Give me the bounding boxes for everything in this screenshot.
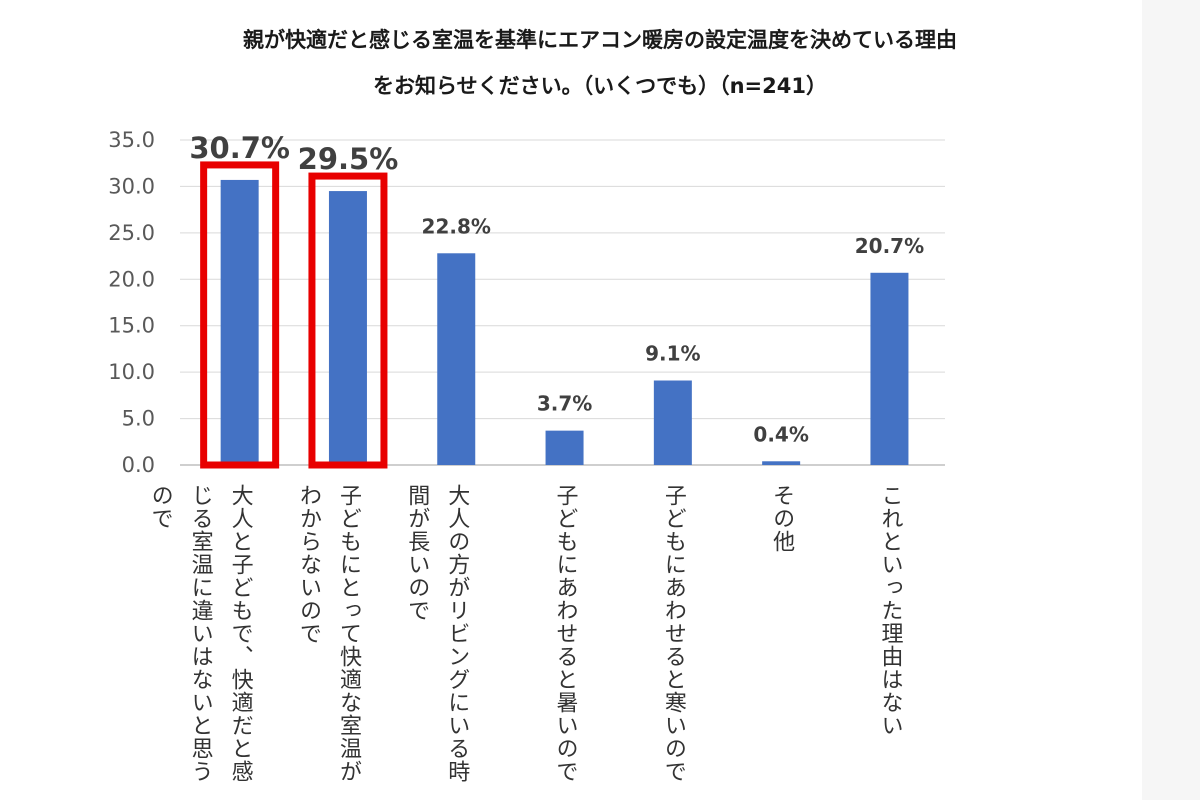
bars	[220, 179, 909, 466]
y-tick-label: 30.0	[108, 174, 155, 198]
y-tick-label: 0.0	[122, 453, 155, 477]
category-label: 大人の方がリビングにいる時 間が長いので	[404, 484, 470, 783]
bar	[220, 179, 259, 465]
highlight-box	[308, 172, 388, 469]
chart-title-line-1: 親が快適だと感じる室温を基準にエアコン暖房の設定温度を決めている理由	[243, 28, 957, 52]
bar	[545, 430, 584, 465]
category-label: 子どもにあわせると寒いので	[660, 484, 686, 783]
y-tick-label: 20.0	[108, 267, 155, 291]
highlight-box	[200, 161, 280, 469]
chart-title-line-2: をお知らせください。（いくつでも）（n=241）	[373, 74, 827, 98]
y-tick-label: 5.0	[122, 407, 155, 431]
y-tick-label: 15.0	[108, 314, 155, 338]
gridlines	[180, 139, 945, 466]
data-label: 20.7%	[855, 234, 924, 258]
category-label: 子どもにとって快適な室温が わからないので	[295, 484, 361, 783]
bar	[870, 272, 909, 465]
data-label: 29.5%	[298, 142, 399, 176]
data-label: 22.8%	[422, 214, 491, 238]
y-tick-label: 25.0	[108, 221, 155, 245]
y-axis-tick-labels: 0.0 5.0 10.0 15.0 20.0 25.0 30.0 35.0	[108, 128, 155, 477]
bar	[762, 461, 801, 465]
bar	[653, 380, 692, 465]
highlight-boxes	[200, 161, 388, 469]
category-label: 大人と子どもで、快適だと感 じる室温に違いはないと思う ので	[147, 484, 253, 783]
category-label: 子どもにあわせると暑いので	[552, 484, 578, 783]
data-label: 9.1%	[645, 342, 700, 366]
category-label: これといった理由はない	[877, 484, 903, 737]
bar	[328, 191, 367, 466]
data-label: 30.7%	[189, 131, 290, 165]
category-label: その他	[769, 484, 795, 553]
y-tick-label: 10.0	[108, 360, 155, 384]
data-labels: 30.7% 29.5% 22.8% 3.7% 9.1% 0.4% 20.7%	[189, 131, 924, 446]
right-margin-strip	[1142, 0, 1200, 800]
data-label: 0.4%	[753, 422, 808, 446]
bar	[437, 253, 476, 465]
y-tick-label: 35.0	[108, 128, 155, 152]
data-label: 3.7%	[537, 392, 592, 416]
